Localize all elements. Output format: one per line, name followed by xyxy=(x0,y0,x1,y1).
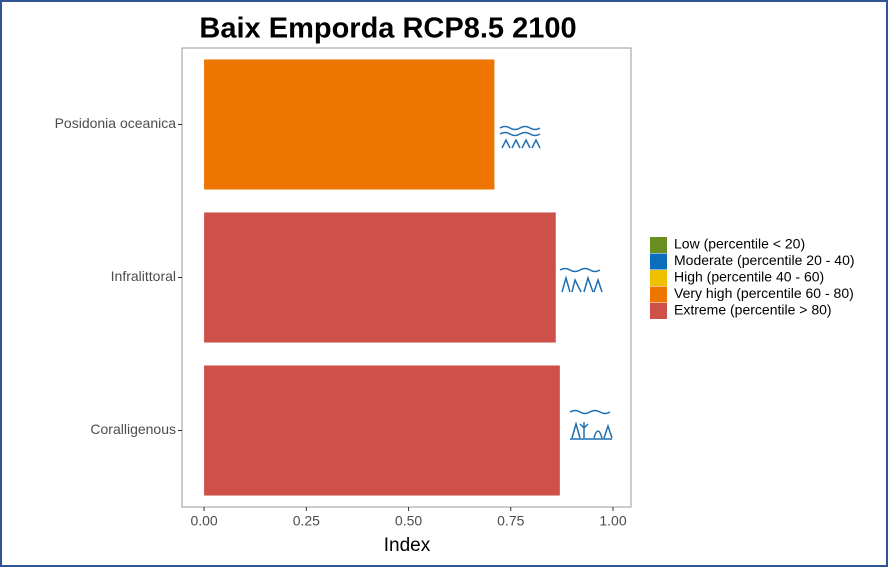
y-tick-label: Infralittoral xyxy=(111,268,176,284)
x-tick-label: 0.75 xyxy=(497,513,524,529)
x-tick-label: 0.50 xyxy=(395,513,422,529)
legend-swatch xyxy=(650,286,667,303)
bar xyxy=(204,59,495,190)
y-tick-label: Posidonia oceanica xyxy=(55,115,177,131)
x-tick-label: 1.00 xyxy=(599,513,626,529)
bar xyxy=(204,365,560,496)
bar xyxy=(204,212,556,343)
legend-swatch xyxy=(650,270,667,286)
legend-label: Low (percentile < 20) xyxy=(674,236,805,252)
chart-title: Baix Emporda RCP8.5 2100 xyxy=(199,13,576,45)
legend-swatch xyxy=(650,237,667,253)
legend-label: High (percentile 40 - 60) xyxy=(674,269,824,285)
legend-swatch xyxy=(650,303,667,319)
y-tick-label: Coralligenous xyxy=(90,421,176,437)
legend-swatch xyxy=(650,253,667,270)
x-tick-label: 0.00 xyxy=(190,513,217,529)
x-axis-title: Index xyxy=(384,535,431,556)
x-tick-label: 0.25 xyxy=(293,513,320,529)
legend-label: Moderate (percentile 20 - 40) xyxy=(674,252,855,268)
legend-label: Extreme (percentile > 80) xyxy=(674,302,832,318)
habitat-icons xyxy=(499,125,613,440)
legend-label: Very high (percentile 60 - 80) xyxy=(674,285,854,301)
